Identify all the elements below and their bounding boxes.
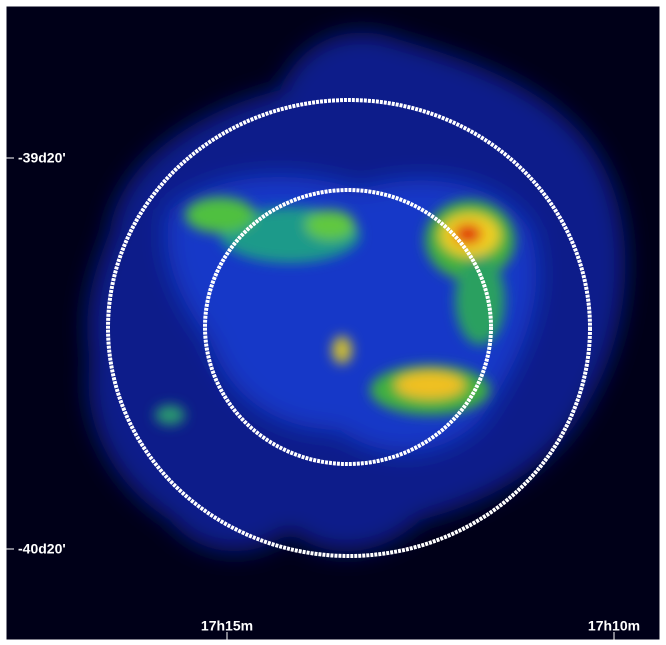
dec-label: -40d20' [18, 541, 66, 557]
ra-label: 17h10m [588, 618, 640, 634]
inner-circle [203, 188, 493, 466]
ra-label: 17h15m [201, 618, 253, 634]
dec-label: -39d20' [18, 150, 66, 166]
outer-circle [106, 98, 592, 558]
